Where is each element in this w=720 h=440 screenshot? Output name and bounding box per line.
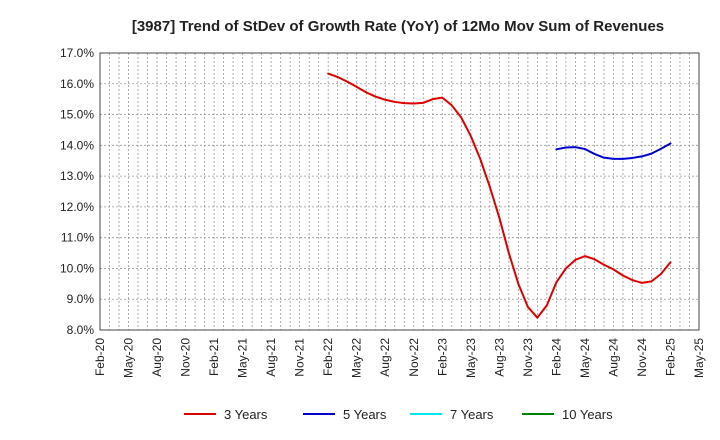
series-group (327, 72, 672, 319)
y-tick-label: 12.0% (60, 200, 94, 214)
legend-item-3-years: 3 Years (184, 407, 268, 422)
x-tick-label: Aug-24 (606, 338, 620, 377)
x-tick-label: Aug-20 (150, 338, 164, 377)
x-tick-label: Feb-24 (549, 338, 563, 376)
x-tick-label: Feb-25 (663, 338, 677, 376)
legend-label: 3 Years (224, 407, 268, 422)
y-tick-label: 14.0% (60, 138, 94, 152)
legend-item-5-years: 5 Years (303, 407, 387, 422)
plot-frame (99, 52, 700, 331)
legend: 3 Years 5 Years 7 Years 10 Years (184, 407, 613, 422)
chart-title: [3987] Trend of StDev of Growth Rate (Yo… (132, 18, 664, 35)
x-axis: Feb-20 May-20 Aug-20 Nov-20 Feb-21 May-21 Aug-… (93, 338, 706, 378)
x-tick-label: Feb-21 (207, 338, 221, 376)
x-tick-label: Feb-22 (321, 338, 335, 376)
plot-area (100, 53, 699, 330)
x-tick-label: May-23 (464, 338, 478, 378)
legend-item-10-years: 10 Years (522, 407, 613, 422)
x-tick-label: May-24 (578, 338, 592, 378)
y-tick-label: 13.0% (60, 169, 94, 183)
legend-label: 10 Years (562, 407, 613, 422)
series-line-3-years (327, 72, 672, 319)
y-tick-label: 15.0% (60, 108, 94, 122)
y-tick-label: 17.0% (60, 46, 94, 60)
y-tick-label: 16.0% (60, 77, 94, 91)
x-tick-label: Nov-24 (635, 338, 649, 377)
x-tick-label: Nov-21 (293, 338, 307, 377)
x-tick-label: May-25 (692, 338, 706, 378)
series-line-5-years (555, 142, 672, 160)
legend-label: 5 Years (343, 407, 387, 422)
legend-label: 7 Years (450, 407, 494, 422)
x-tick-label: Nov-22 (407, 338, 421, 377)
x-tick-label: Nov-20 (179, 338, 193, 377)
x-tick-label: Feb-23 (435, 338, 449, 376)
y-tick-label: 8.0% (67, 323, 95, 337)
x-tick-label: May-22 (350, 338, 364, 378)
x-tick-label: Aug-21 (264, 338, 278, 377)
y-tick-label: 11.0% (61, 231, 94, 245)
y-tick-label: 9.0% (67, 292, 95, 306)
x-tick-label: Aug-23 (492, 338, 506, 377)
x-tick-label: Aug-22 (378, 338, 392, 377)
y-tick-label: 10.0% (60, 261, 94, 275)
x-tick-label: Nov-23 (521, 338, 535, 377)
x-tick-label: Feb-20 (93, 338, 107, 376)
x-tick-label: May-21 (236, 338, 250, 378)
y-axis: 8.0% 9.0% 10.0% 11.0% 12.0% 13.0% 14.0% 15.0% 16… (60, 46, 94, 337)
x-tick-label: May-20 (122, 338, 136, 378)
legend-item-7-years: 7 Years (410, 407, 494, 422)
